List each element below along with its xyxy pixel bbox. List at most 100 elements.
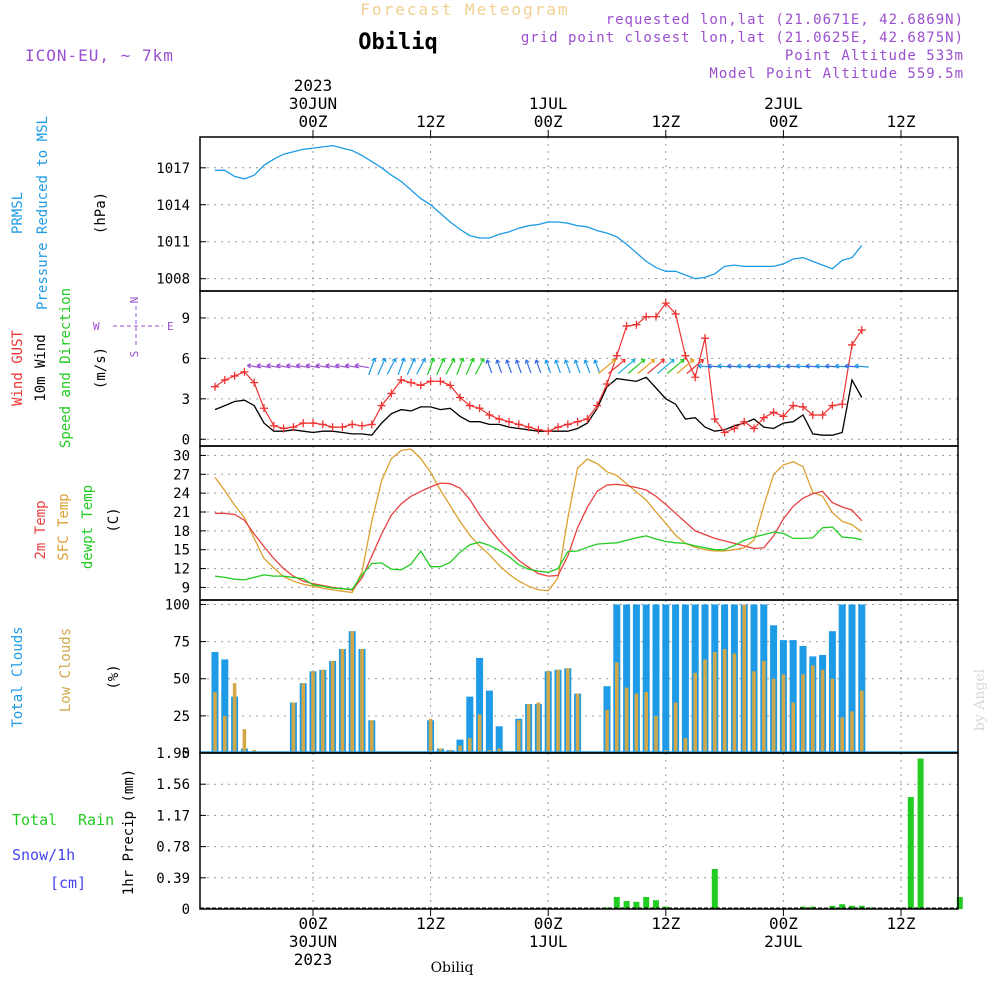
low-cloud-bar xyxy=(683,738,688,753)
wind-direction-arrow xyxy=(368,357,377,376)
low-cloud-bar xyxy=(232,683,237,753)
wind-direction-arrow xyxy=(657,358,675,374)
precip-ytick-label: 0.78 xyxy=(156,840,190,856)
gust-marker xyxy=(456,393,464,402)
wind-label: 10m Wind xyxy=(33,334,49,401)
gust-marker xyxy=(436,377,445,386)
wind-direction-arrow xyxy=(598,358,616,374)
gust-marker xyxy=(652,312,660,321)
pressure-unit: (hPa) xyxy=(93,192,109,234)
rain-bar xyxy=(711,869,718,909)
wind-ytick-label: 0 xyxy=(182,432,190,448)
gust-marker xyxy=(759,413,768,422)
gust-marker xyxy=(465,401,474,410)
gust-marker xyxy=(593,401,602,410)
bottom-time-label: 00Z xyxy=(299,914,328,933)
precip-total-label: Total xyxy=(12,811,57,829)
gust-marker xyxy=(681,351,690,360)
t2m-label: 2m Temp xyxy=(33,500,49,559)
rain-bar xyxy=(653,900,659,909)
rain-bar xyxy=(643,897,650,909)
low-cloud-bar xyxy=(654,715,658,753)
info-line-3: Point Altitude 533m xyxy=(785,48,964,64)
gust-marker xyxy=(642,312,651,321)
wind-direction-arrow xyxy=(637,358,656,374)
gust-marker xyxy=(701,334,709,343)
clouds-unit: (%) xyxy=(106,664,122,689)
precip-ytick-label: 0 xyxy=(182,902,190,918)
gust-marker xyxy=(779,412,788,421)
gust-marker xyxy=(848,340,856,349)
total-cloud-bar xyxy=(662,604,670,753)
model-label: ICON-EU, ~ 7km xyxy=(25,46,174,65)
wind-direction-arrow xyxy=(505,359,512,374)
low-cloud-bar xyxy=(860,690,864,753)
wind-direction-arrow xyxy=(377,357,387,375)
wind-direction-arrow xyxy=(474,357,485,375)
total-cloud-bar xyxy=(485,690,493,753)
wind-direction-arrow xyxy=(436,357,446,375)
wind-direction-arrow xyxy=(534,359,542,374)
sfc-label: SFC Temp xyxy=(56,493,72,560)
total-cloud-bar xyxy=(848,604,856,753)
gust-marker xyxy=(367,420,376,429)
gust-marker xyxy=(495,415,504,424)
precip-rain-label: Rain xyxy=(78,811,114,829)
low-cloud-bar xyxy=(624,687,629,753)
gust-marker xyxy=(269,421,278,430)
wind-ytick-label: 9 xyxy=(182,311,190,327)
bottom-time-label: 30JUN xyxy=(289,932,337,951)
wind-direction-arrow xyxy=(554,359,561,374)
pressure-label-1: PRMSL xyxy=(10,192,26,234)
bottom-time-label: 00Z xyxy=(534,914,563,933)
wind-direction-arrow xyxy=(354,363,370,369)
wind-direction-arrow xyxy=(854,363,869,369)
wind-direction-arrow xyxy=(416,357,426,375)
wind-direction-arrow xyxy=(485,359,493,374)
low-cloud-bar xyxy=(546,671,550,753)
total-cloud-bar xyxy=(476,657,484,753)
low-cloud-bar xyxy=(321,669,325,753)
gust-marker xyxy=(279,424,288,433)
low-cloud-bar xyxy=(566,668,570,753)
wind-unit: (m/s) xyxy=(93,347,109,389)
wind-direction-arrow xyxy=(593,359,601,374)
bottom-time-label: 1JUL xyxy=(529,932,568,951)
temperature-frame xyxy=(199,445,959,601)
gust-marker xyxy=(789,401,798,410)
wind-direction-arrow xyxy=(544,359,552,374)
gust-marker xyxy=(799,402,807,411)
bottom-time-label: 2023 xyxy=(294,950,333,969)
gust-marker xyxy=(250,378,259,387)
sfc-temp-line xyxy=(214,448,863,594)
temp-unit: (C) xyxy=(106,507,122,532)
low-cloud-bar xyxy=(811,665,815,753)
gust-marker xyxy=(407,378,415,387)
rain-bar xyxy=(604,907,610,909)
total-cloud-bar xyxy=(672,604,680,753)
low-cloud-bar xyxy=(820,669,825,753)
low-cloud-bar xyxy=(840,717,844,753)
gust-marker xyxy=(612,351,621,360)
compass-w: W xyxy=(93,320,100,333)
total-cloud-bar xyxy=(466,696,474,753)
wind-direction-arrow xyxy=(465,357,475,375)
low-clouds-label: Low Clouds xyxy=(58,628,74,712)
top-time-label: 12Z xyxy=(416,112,445,131)
gust-marker xyxy=(828,401,837,410)
gust-marker xyxy=(632,320,641,329)
low-cloud-bar xyxy=(644,692,648,753)
temperature-ytick-label: 15 xyxy=(173,543,190,559)
bottom-time-label: 12Z xyxy=(651,914,680,933)
wind-ytick-label: 6 xyxy=(182,351,190,367)
rain-bar xyxy=(917,758,924,909)
pressure-frame xyxy=(199,136,959,292)
dew-label: dewpt Temp xyxy=(80,485,96,569)
wind-direction-arrow xyxy=(627,358,646,374)
wind-direction-arrow xyxy=(495,359,503,374)
gust-marker xyxy=(416,381,425,390)
clouds-ytick-label: 50 xyxy=(173,672,190,688)
gust-marker xyxy=(358,421,366,430)
gust-marker xyxy=(397,375,406,384)
low-cloud-bar xyxy=(311,671,315,753)
